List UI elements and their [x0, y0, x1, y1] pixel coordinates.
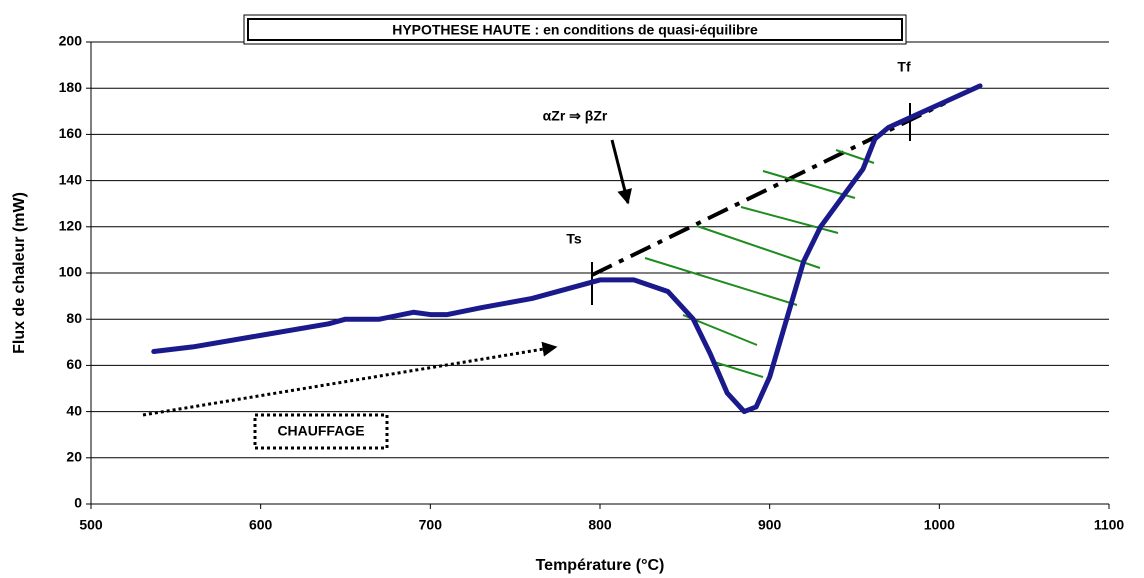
x-tick-label: 900 [758, 517, 782, 533]
y-tick-label: 80 [66, 310, 82, 326]
chart-title: HYPOTHESE HAUTE : en conditions de quasi… [392, 22, 758, 38]
x-tick-label: 1100 [1094, 517, 1125, 533]
y-tick-label: 160 [59, 125, 83, 141]
y-tick-label: 180 [59, 79, 83, 95]
x-tick-label: 800 [588, 517, 612, 533]
transition-arrow [610, 139, 632, 205]
data-line [151, 83, 983, 415]
y-tick-label: 140 [59, 171, 83, 187]
x-tick-label: 500 [79, 517, 103, 533]
heating-box [253, 413, 389, 450]
annotations [142, 14, 946, 450]
y-tick-label: 20 [66, 449, 82, 465]
annotation: CHAUFFAGE [277, 423, 364, 439]
tangent-line [591, 101, 946, 277]
heating-arrow [142, 341, 558, 417]
y-tick-label: 40 [66, 402, 82, 418]
annotation: Tf [897, 59, 911, 75]
y-tick-label: 60 [66, 356, 82, 372]
y-tick-label: 120 [59, 218, 83, 234]
x-tick-label: 700 [419, 517, 443, 533]
annotation: αZr ⇒ βZr [543, 108, 608, 124]
x-axis-label: Température (°C) [536, 557, 665, 574]
y-axis-label: Flux de chaleur (mW) [11, 192, 28, 354]
y-tick-label: 200 [59, 33, 83, 49]
annotation: Ts [566, 231, 582, 247]
x-tick-label: 1000 [924, 517, 955, 533]
title-box-inner [247, 18, 903, 41]
y-tick-label: 0 [74, 495, 82, 511]
hatching [644, 149, 875, 378]
x-tick-label: 600 [249, 517, 273, 533]
y-tick-label: 100 [59, 264, 83, 280]
